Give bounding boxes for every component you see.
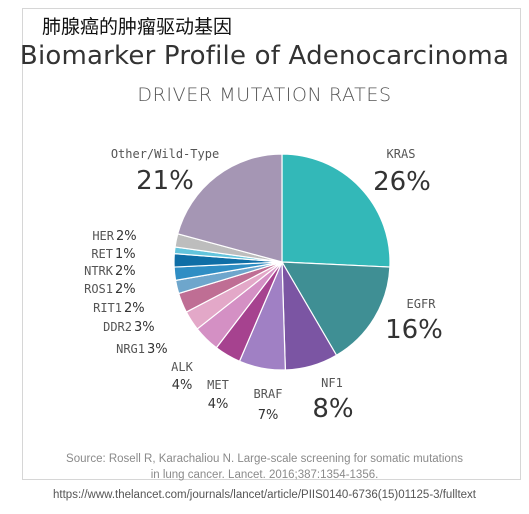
slice-label-her: HER: [92, 229, 114, 243]
slice-value-other-wild-type: 21%: [136, 166, 194, 196]
slice-value-kras: 26%: [373, 167, 431, 197]
slice-label-ret: RET: [91, 247, 113, 261]
source-line-1: Source: Rosell R, Karachaliou N. Large-s…: [66, 453, 463, 465]
slice-value-ddr2: 3%: [134, 320, 155, 335]
slice-label-other-wild-type: Other/Wild-Type: [111, 147, 219, 161]
chinese-title: 肺腺癌的肿瘤驱动基因: [42, 16, 233, 38]
slice-label-ros1: ROS1: [84, 282, 113, 296]
source-url[interactable]: https://www.thelancet.com/journals/lance…: [53, 489, 476, 501]
slice-value-braf: 7%: [258, 408, 279, 423]
slice-value-rit1: 2%: [124, 301, 145, 316]
slice-value-egfr: 16%: [385, 315, 443, 345]
slice-value-ntrk: 2%: [115, 264, 136, 279]
slice-value-her: 2%: [116, 229, 137, 244]
slice-value-met: 4%: [208, 397, 229, 412]
slice-label-alk: ALK: [171, 360, 193, 374]
pie-slice-egfr: [280, 261, 391, 357]
pie-slice-kras: [281, 153, 391, 268]
chart-subtitle: DRIVER MUTATION RATES: [137, 84, 392, 106]
slice-value-nrg1: 3%: [147, 342, 168, 357]
slice-label-ntrk: NTRK: [84, 264, 114, 278]
slice-value-nf1: 8%: [312, 394, 353, 424]
source-line-2: in lung cancer. Lancet. 2016;387:1354-13…: [150, 469, 379, 481]
slice-value-alk: 4%: [172, 378, 193, 393]
slice-label-ddr2: DDR2: [103, 320, 132, 334]
slice-value-ros1: 2%: [115, 282, 136, 297]
slice-label-nrg1: NRG1: [116, 342, 145, 356]
slice-label-rit1: RIT1: [93, 301, 122, 315]
slice-label-nf1: NF1: [321, 376, 343, 390]
pie-slice-other-wild-type: [177, 153, 283, 263]
slice-label-egfr: EGFR: [407, 297, 437, 311]
slice-label-braf: BRAF: [254, 387, 283, 401]
slice-value-ret: 1%: [115, 247, 136, 262]
chart-title: Biomarker Profile of Adenocarcinoma: [19, 41, 510, 71]
source-citation: Source: Rosell R, Karachaliou N. Large-s…: [0, 451, 529, 483]
slice-label-met: MET: [207, 378, 229, 392]
slice-label-kras: KRAS: [387, 147, 416, 161]
